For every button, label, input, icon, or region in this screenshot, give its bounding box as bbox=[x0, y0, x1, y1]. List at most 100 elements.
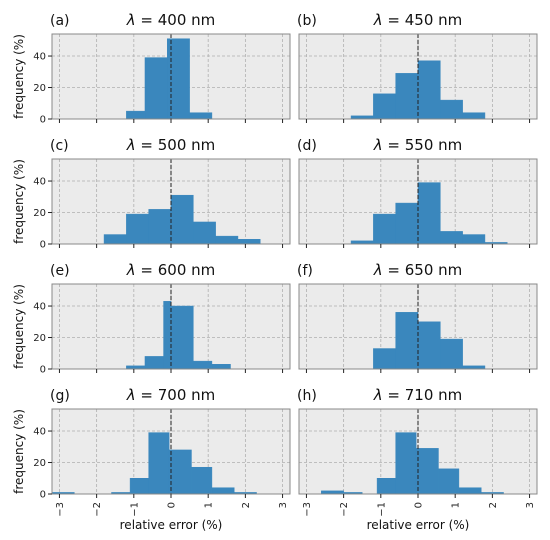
panel-title-symbol: λ bbox=[126, 386, 136, 404]
panel-title: λ = 500 nm bbox=[126, 136, 216, 154]
y-axis-label: frequency (%) bbox=[12, 34, 26, 119]
panel-title-value: = 600 nm bbox=[136, 261, 216, 279]
histogram-bar bbox=[215, 235, 239, 245]
histogram-bar bbox=[417, 321, 441, 370]
panel-label: (b) bbox=[297, 13, 317, 29]
panel-title-symbol: λ bbox=[373, 11, 383, 29]
y-tick-label: 20 bbox=[33, 458, 46, 469]
histogram-bar bbox=[373, 348, 396, 370]
panel-label: (g) bbox=[50, 388, 70, 404]
x-tick-label: −3 bbox=[55, 502, 66, 517]
panel-label: (f) bbox=[297, 263, 313, 279]
panel-title-value: = 650 nm bbox=[383, 261, 463, 279]
y-tick-label: 40 bbox=[33, 302, 46, 313]
histogram-bar bbox=[168, 449, 192, 495]
panel-title: λ = 700 nm bbox=[126, 386, 216, 404]
y-tick-label: 40 bbox=[33, 52, 46, 63]
histogram-bar bbox=[417, 60, 441, 120]
panel-title-symbol: λ bbox=[126, 136, 136, 154]
x-tick-label: 3 bbox=[525, 502, 536, 508]
histogram-bar bbox=[438, 468, 460, 495]
histogram-bar bbox=[148, 432, 170, 495]
panel-title-symbol: λ bbox=[126, 261, 136, 279]
panel-title-value: = 710 nm bbox=[383, 386, 463, 404]
x-tick-label: −3 bbox=[302, 502, 313, 517]
histogram-bar bbox=[163, 301, 172, 370]
x-tick-label: 0 bbox=[167, 502, 178, 508]
histogram-bar bbox=[144, 57, 168, 120]
y-tick-label: 20 bbox=[33, 83, 46, 94]
histogram-bar bbox=[193, 221, 216, 245]
panel-e: 0 20 40 frequency (%) (e) λ = 600 nm bbox=[12, 261, 291, 376]
panel-label: (e) bbox=[50, 263, 70, 279]
y-tick-label: 40 bbox=[33, 427, 46, 438]
panel-title: λ = 450 nm bbox=[373, 11, 463, 29]
histogram-bar bbox=[415, 448, 439, 495]
histogram-bar bbox=[170, 305, 194, 370]
panel-title-value: = 550 nm bbox=[383, 136, 463, 154]
panel-label: (c) bbox=[50, 138, 69, 154]
histogram-bar bbox=[126, 213, 149, 245]
histogram-bar bbox=[373, 213, 396, 245]
x-tick-label: 3 bbox=[278, 502, 289, 508]
x-axis-label: relative error (%) bbox=[120, 518, 223, 532]
histogram-bar bbox=[191, 466, 213, 495]
histogram-bar bbox=[458, 487, 482, 495]
panel-label: (a) bbox=[50, 13, 70, 29]
panel-title: λ = 400 nm bbox=[126, 11, 216, 29]
x-tick-label: 0 bbox=[414, 502, 425, 508]
histogram-bar bbox=[211, 364, 231, 370]
panel-title-value: = 700 nm bbox=[136, 386, 216, 404]
histogram-bar bbox=[103, 234, 127, 245]
histogram-bar bbox=[462, 112, 486, 120]
histogram-bar bbox=[395, 202, 419, 245]
x-tick-label: −1 bbox=[129, 502, 140, 517]
panel-c: 0 20 40 frequency (%) (c) λ = 500 nm bbox=[12, 136, 291, 251]
x-axis-label: relative error (%) bbox=[367, 518, 470, 532]
histogram-bar bbox=[395, 432, 417, 495]
histogram-bar bbox=[440, 338, 463, 370]
panel-title: λ = 710 nm bbox=[373, 386, 463, 404]
x-tick-label: 1 bbox=[204, 502, 215, 508]
histogram-bar bbox=[395, 73, 419, 120]
x-tick-label: −2 bbox=[92, 502, 103, 517]
y-tick-label: 0 bbox=[40, 490, 46, 501]
x-tick-label: −2 bbox=[339, 502, 350, 517]
histogram-bar bbox=[193, 360, 213, 370]
histogram-bar bbox=[395, 312, 419, 370]
panel-title: λ = 550 nm bbox=[373, 136, 463, 154]
histogram-bar bbox=[376, 478, 396, 495]
histogram-bar bbox=[144, 356, 164, 370]
panel-label: (h) bbox=[297, 388, 317, 404]
panel-title-symbol: λ bbox=[373, 136, 383, 154]
panel-title-symbol: λ bbox=[373, 386, 383, 404]
x-tick-label: −1 bbox=[376, 502, 387, 517]
histogram-bar bbox=[440, 231, 463, 245]
x-tick-label: 1 bbox=[451, 502, 462, 508]
panel-b: (b) λ = 450 nm bbox=[297, 11, 538, 123]
panel-label: (d) bbox=[297, 138, 317, 154]
y-tick-label: 0 bbox=[40, 365, 46, 376]
histogram-bar bbox=[170, 194, 194, 245]
panel-h: (h) λ = 710 nm −3 −2 −1 0 1 2 3 relative error (%… bbox=[297, 386, 538, 532]
histogram-bar bbox=[126, 110, 146, 120]
panel-title-symbol: λ bbox=[373, 261, 383, 279]
panel-f: (f) λ = 650 nm bbox=[297, 261, 538, 373]
y-axis-label: frequency (%) bbox=[12, 159, 26, 244]
x-tick-label: 2 bbox=[488, 502, 499, 508]
panel-title-value: = 450 nm bbox=[383, 11, 463, 29]
histogram-bar bbox=[373, 93, 396, 120]
panel-title-value: = 400 nm bbox=[136, 11, 216, 29]
histogram-bar bbox=[189, 112, 213, 120]
histogram-bar bbox=[211, 487, 235, 495]
histogram-bar bbox=[237, 239, 261, 245]
panel-title-symbol: λ bbox=[126, 11, 136, 29]
panel-title-value: = 500 nm bbox=[136, 136, 216, 154]
y-axis-label: frequency (%) bbox=[12, 284, 26, 369]
histogram-bar bbox=[417, 182, 441, 245]
histogram-bar bbox=[440, 99, 463, 120]
histogram-bar bbox=[148, 209, 172, 245]
y-tick-label: 0 bbox=[40, 115, 46, 126]
panel-title: λ = 600 nm bbox=[126, 261, 216, 279]
